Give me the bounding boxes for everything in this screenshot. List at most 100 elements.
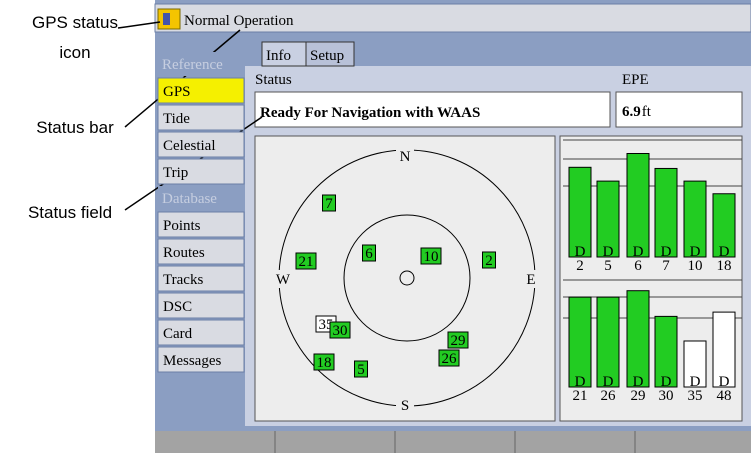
direction-label: S xyxy=(401,398,409,414)
signal-flag: D xyxy=(690,374,701,390)
sky-plot xyxy=(254,135,556,422)
menu-item[interactable] xyxy=(157,346,245,373)
signal-bar xyxy=(626,290,650,388)
signal-flag: D xyxy=(661,374,672,390)
direction-label: E xyxy=(526,272,535,288)
soft-key-bar xyxy=(155,431,751,453)
tab[interactable] xyxy=(305,41,355,67)
signal-flag: D xyxy=(603,374,614,390)
satellite-box xyxy=(313,353,335,371)
tab-label: Info xyxy=(266,48,291,64)
soft-key-dividers xyxy=(274,431,636,453)
status-field xyxy=(254,91,611,128)
signal-bar xyxy=(712,311,736,388)
direction-bg xyxy=(522,270,540,288)
direction-label: N xyxy=(400,149,411,165)
menu-item-label: Messages xyxy=(163,353,221,369)
menu-item[interactable] xyxy=(157,104,245,131)
signal-bar xyxy=(712,193,736,258)
satellite-id: 6 xyxy=(365,246,373,262)
satellite-box xyxy=(482,251,496,269)
signal-bar xyxy=(568,166,592,258)
menu-item[interactable] xyxy=(157,77,245,104)
direction-bg xyxy=(396,396,414,414)
signal-bar xyxy=(596,180,620,258)
signal-flag: D xyxy=(719,244,730,260)
satellite-id: 18 xyxy=(317,355,332,371)
satellite-id: 7 xyxy=(325,196,333,212)
signal-flag: D xyxy=(719,374,730,390)
menu-item-label: Routes xyxy=(163,245,205,261)
satellite-id: 26 xyxy=(442,351,458,367)
menu-item-label: Celestial xyxy=(163,138,216,154)
signal-gridlines xyxy=(563,139,742,319)
menu-header-bg xyxy=(158,52,244,76)
epe-value: 6.9 xyxy=(622,104,641,120)
callout-label: icon xyxy=(59,43,90,62)
signal-bar xyxy=(568,296,592,388)
menu-item-label: Card xyxy=(163,326,193,342)
epe-label: EPE xyxy=(622,72,649,88)
signal-id: 35 xyxy=(688,388,703,404)
direction-label: W xyxy=(276,272,291,288)
signal-flag: D xyxy=(633,244,644,260)
signal-id: 7 xyxy=(662,258,670,274)
callout-label: Status bar xyxy=(36,118,114,137)
satellite-box xyxy=(447,331,469,349)
signal-id: 26 xyxy=(601,388,617,404)
menu-header-bg xyxy=(158,186,244,210)
epe-unit: ft xyxy=(642,104,652,120)
menu-item[interactable] xyxy=(157,238,245,265)
menu-item[interactable] xyxy=(157,131,245,158)
epe-field xyxy=(615,91,743,128)
status-label: Status xyxy=(255,72,292,88)
signal-bar xyxy=(683,340,707,388)
signal-id: 5 xyxy=(604,258,612,274)
tab[interactable] xyxy=(261,41,307,67)
satellite-id: 10 xyxy=(424,249,439,265)
signal-id: 48 xyxy=(717,388,732,404)
direction-bg xyxy=(396,147,414,165)
signal-id: 6 xyxy=(634,258,642,274)
satellite-id: 29 xyxy=(451,333,466,349)
satellite-box xyxy=(362,244,376,262)
satellite-box xyxy=(420,247,442,265)
satellite-box xyxy=(295,252,317,270)
menu-item[interactable] xyxy=(157,319,245,346)
satellite-id: 30 xyxy=(333,323,348,339)
signal-flag: D xyxy=(575,374,586,390)
signal-id: 29 xyxy=(631,388,646,404)
menu-item[interactable] xyxy=(157,292,245,319)
satellite-box xyxy=(354,360,368,378)
signal-bar xyxy=(596,296,620,388)
signal-bar xyxy=(654,167,678,258)
status-bar xyxy=(154,3,751,33)
signal-bar xyxy=(626,153,650,258)
satellite-id: 2 xyxy=(485,253,493,269)
signal-flag: D xyxy=(603,244,614,260)
menu-item-label: GPS xyxy=(163,84,191,100)
menu-item[interactable] xyxy=(157,265,245,292)
signal-flag: D xyxy=(633,374,644,390)
menu-item-label: DSC xyxy=(163,299,192,315)
callout-label: GPS status xyxy=(32,13,118,32)
menu-item-label: Tide xyxy=(163,111,190,127)
satellite-id: 5 xyxy=(357,362,365,378)
satellite-box xyxy=(438,349,460,367)
callout-label: Status field xyxy=(28,203,112,222)
menu-header: Reference xyxy=(162,57,223,73)
menu-item[interactable] xyxy=(157,211,245,238)
signal-id: 21 xyxy=(573,388,588,404)
menu-item[interactable] xyxy=(157,158,245,185)
gps-status-icon xyxy=(157,8,181,30)
status-bar-text: Normal Operation xyxy=(184,13,294,29)
satellite-id: 21 xyxy=(299,254,314,270)
menu-header: Database xyxy=(162,191,217,207)
signal-id: 10 xyxy=(688,258,703,274)
direction-bg xyxy=(274,270,292,288)
satellite-box xyxy=(322,194,336,212)
signal-flag: D xyxy=(661,244,672,260)
menu-item-label: Tracks xyxy=(163,272,203,288)
menu-item-label: Trip xyxy=(163,165,188,181)
